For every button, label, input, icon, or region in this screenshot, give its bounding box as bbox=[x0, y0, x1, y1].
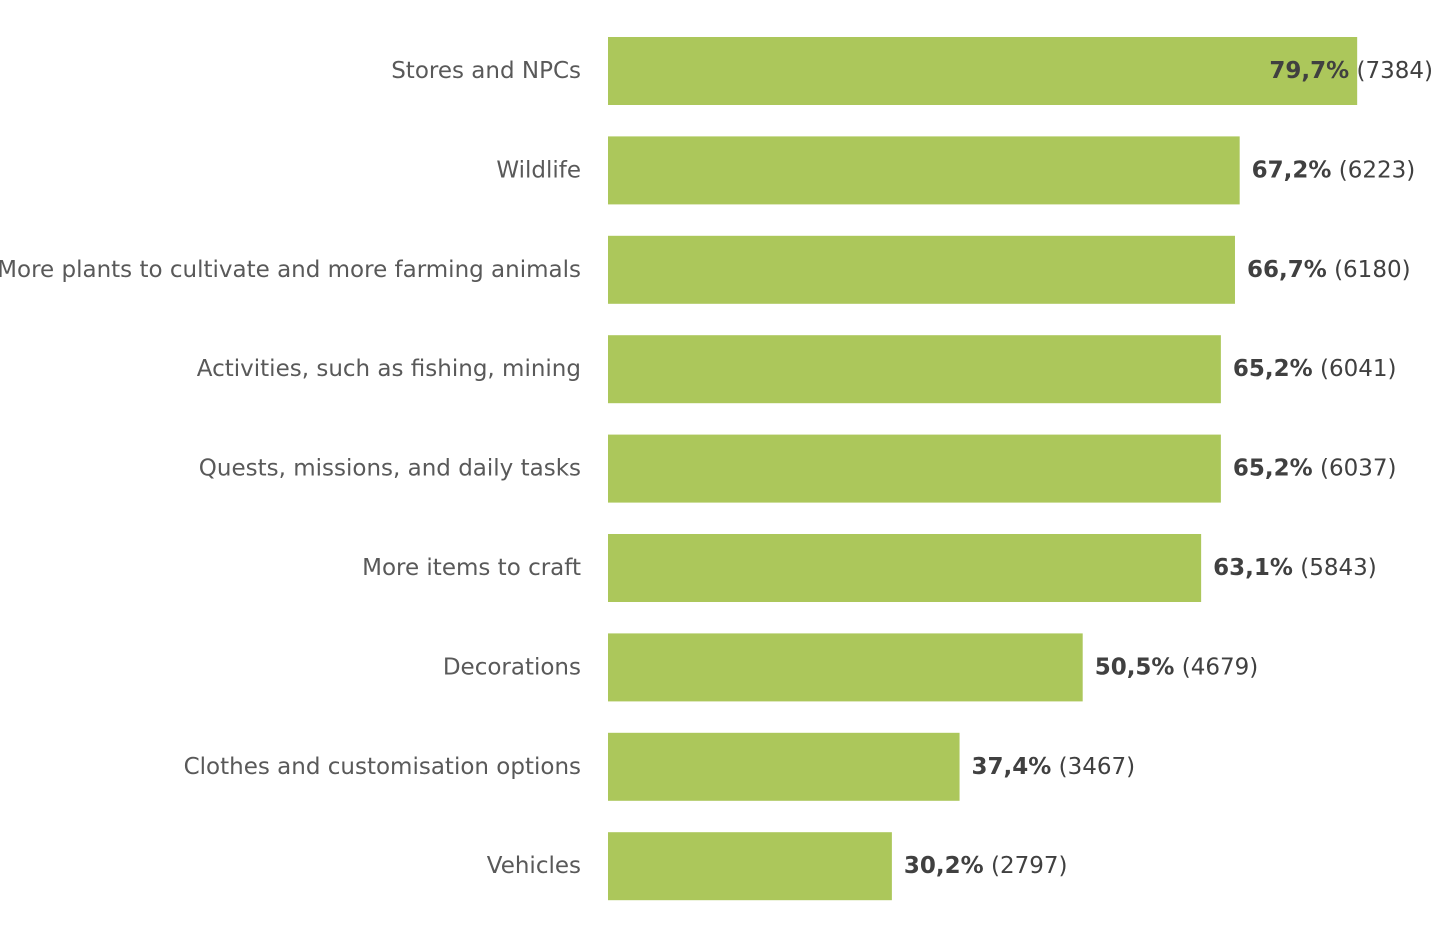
value-label: 66,7% (6180) bbox=[1247, 257, 1411, 283]
value-label: 37,4% (3467) bbox=[972, 754, 1136, 780]
value-labels: 79,7% (7384) 67,2% (6223) 66,7% (6180) 65,2… bbox=[904, 58, 1433, 879]
bars bbox=[608, 37, 1358, 901]
value-count: (2797) bbox=[984, 853, 1068, 879]
value-label: 63,1% (5843) bbox=[1213, 555, 1377, 581]
value-label: 65,2% (6037) bbox=[1233, 456, 1397, 482]
value-percent: 50,5% bbox=[1095, 654, 1175, 680]
category-label: More items to craft bbox=[362, 555, 581, 581]
bar bbox=[608, 434, 1221, 503]
value-count: (6223) bbox=[1331, 157, 1415, 183]
category-label: Vehicles bbox=[487, 853, 581, 879]
value-count: (4679) bbox=[1174, 654, 1258, 680]
value-percent: 67,2% bbox=[1252, 157, 1332, 183]
value-percent: 30,2% bbox=[904, 853, 984, 879]
value-count: (5843) bbox=[1293, 555, 1377, 581]
value-label: 50,5% (4679) bbox=[1095, 654, 1259, 680]
category-label: Stores and NPCs bbox=[391, 58, 581, 84]
value-percent: 79,7% bbox=[1269, 58, 1349, 84]
bar bbox=[608, 732, 960, 801]
category-label: More plants to cultivate and more farmin… bbox=[0, 257, 581, 283]
category-label: Decorations bbox=[443, 654, 581, 680]
bar bbox=[608, 136, 1240, 205]
bar bbox=[608, 235, 1235, 304]
category-label: Wildlife bbox=[496, 157, 581, 183]
value-count: (6180) bbox=[1327, 257, 1411, 283]
value-percent: 37,4% bbox=[972, 754, 1052, 780]
bar bbox=[608, 335, 1221, 404]
value-label: 30,2% (2797) bbox=[904, 853, 1068, 879]
category-label: Quests, missions, and daily tasks bbox=[199, 456, 581, 482]
category-label: Activities, such as fishing, mining bbox=[197, 356, 581, 382]
value-count: (7384) bbox=[1349, 58, 1433, 84]
value-label: 67,2% (6223) bbox=[1252, 157, 1416, 183]
category-labels: Stores and NPCs Wildlife More plants to cu… bbox=[0, 58, 581, 879]
value-count: (6041) bbox=[1313, 356, 1397, 382]
bar bbox=[608, 633, 1083, 702]
value-count: (6037) bbox=[1313, 456, 1397, 482]
value-percent: 65,2% bbox=[1233, 456, 1313, 482]
category-label: Clothes and customisation options bbox=[184, 754, 581, 780]
value-count: (3467) bbox=[1051, 754, 1135, 780]
value-percent: 63,1% bbox=[1213, 555, 1293, 581]
value-label: 65,2% (6041) bbox=[1233, 356, 1397, 382]
value-percent: 66,7% bbox=[1247, 257, 1327, 283]
bar bbox=[608, 832, 892, 901]
value-label: 79,7% (7384) bbox=[1269, 58, 1433, 84]
bar bbox=[608, 37, 1358, 105]
value-percent: 65,2% bbox=[1233, 356, 1313, 382]
bar bbox=[608, 534, 1202, 602]
